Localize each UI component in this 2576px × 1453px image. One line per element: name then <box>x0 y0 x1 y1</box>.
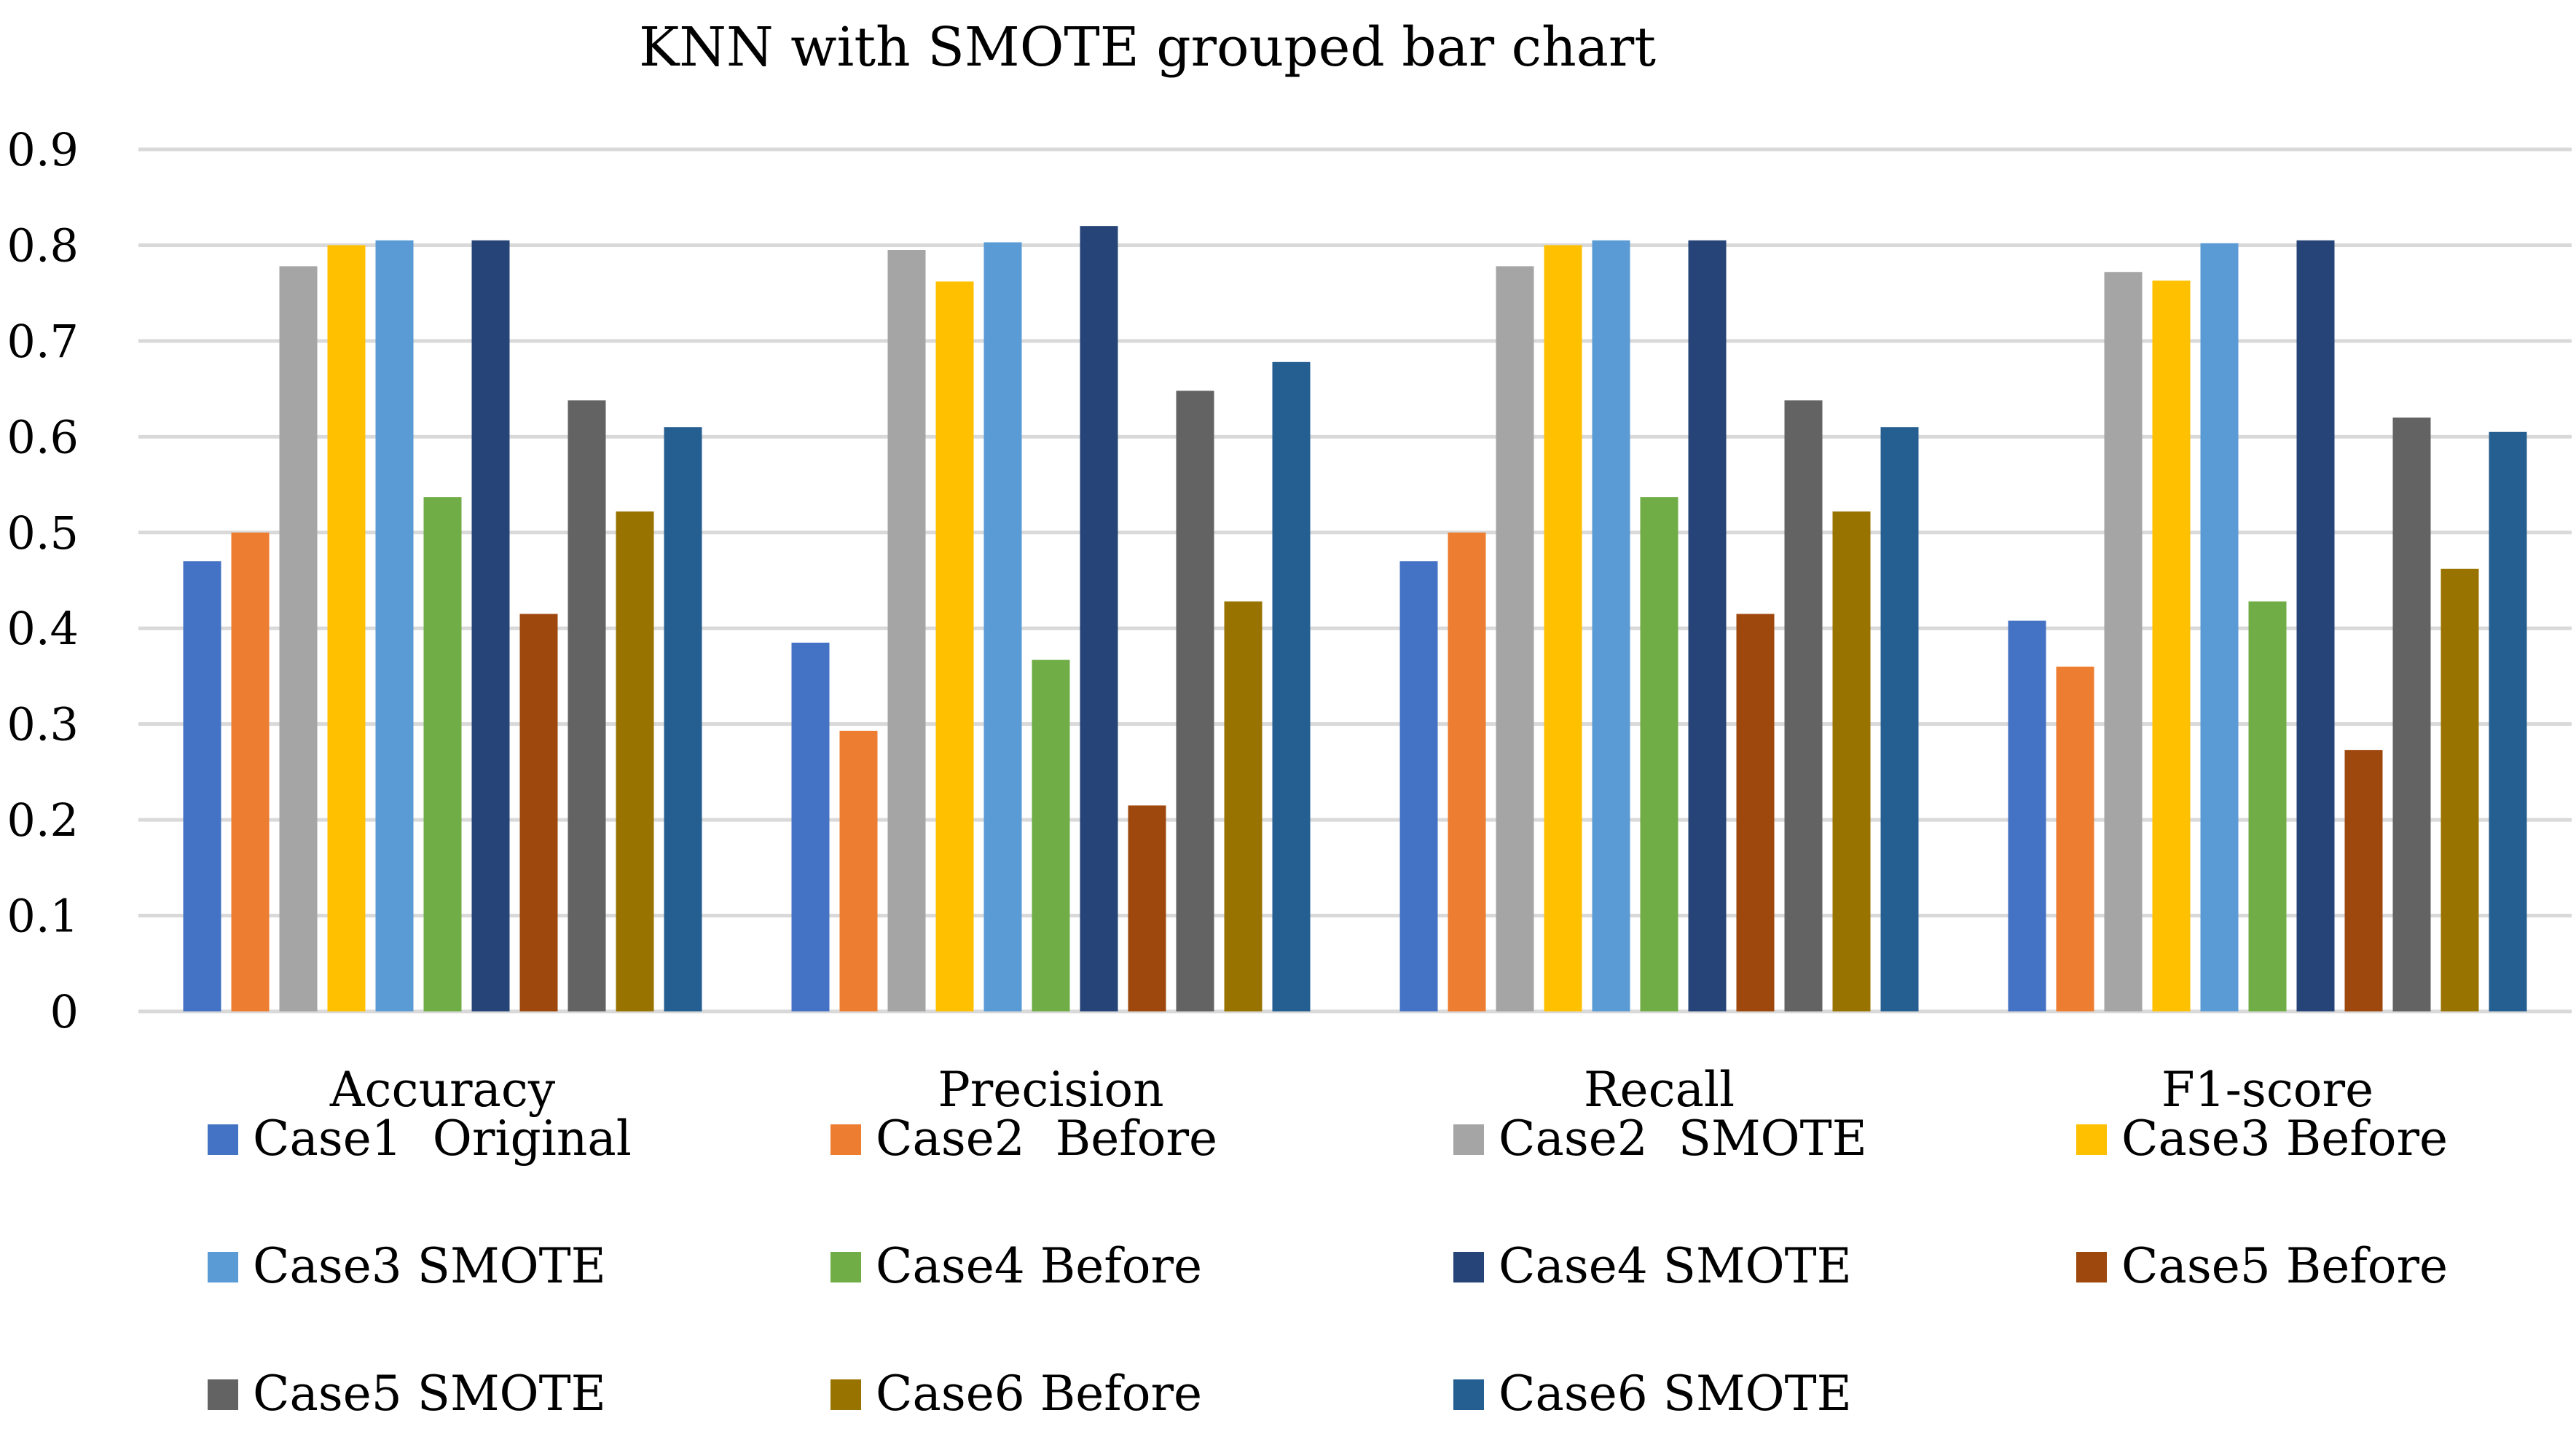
bar <box>935 281 974 1012</box>
y-tick-label: 0.7 <box>7 315 79 368</box>
y-tick-label: 0.2 <box>7 794 79 847</box>
legend-swatch <box>2076 1252 2107 1282</box>
bar <box>839 730 878 1011</box>
bar <box>231 532 270 1011</box>
x-tick-label: Recall <box>1584 1062 1735 1118</box>
y-tick-label: 0.1 <box>7 890 79 943</box>
bar <box>1399 561 1438 1011</box>
bar <box>1176 391 1214 1011</box>
bar <box>2056 666 2094 1011</box>
legend-label: Case6 SMOTE <box>1499 1366 1852 1422</box>
legend-label: Case5 Before <box>2121 1238 2448 1294</box>
bar <box>1736 614 1775 1011</box>
x-tick-label: Precision <box>938 1062 1163 1118</box>
bar <box>791 642 830 1011</box>
legend-label: Case2 SMOTE <box>1499 1111 1867 1167</box>
bar <box>1448 532 1486 1011</box>
legend-swatch <box>830 1252 861 1282</box>
bar <box>1272 361 1311 1012</box>
y-tick-label: 0.8 <box>7 219 79 272</box>
y-tick-label: 0 <box>50 985 79 1038</box>
legend-label: Case1 Original <box>253 1111 632 1167</box>
y-tick-label: 0.4 <box>7 602 79 655</box>
legend-swatch <box>208 1252 238 1282</box>
y-axis: 0 0.1 0.2 0.3 0.4 0.5 0.6 0.7 0.8 0.9 <box>7 123 79 1038</box>
legend-swatch <box>1453 1124 1484 1155</box>
bar <box>887 250 926 1012</box>
bar <box>471 240 510 1012</box>
legend-swatch <box>830 1124 861 1155</box>
bar <box>1880 427 1919 1011</box>
bar <box>2104 272 2143 1011</box>
legend-swatch <box>2076 1124 2107 1155</box>
bar <box>1640 497 1678 1011</box>
bar <box>423 497 462 1011</box>
legend-swatch <box>830 1379 861 1410</box>
legend-label: Case4 Before <box>876 1238 1202 1294</box>
bar <box>1080 226 1118 1012</box>
bar <box>616 511 654 1011</box>
chart-title: KNN with SMOTE grouped bar chart <box>639 16 1656 79</box>
legend-label: Case2 Before <box>876 1111 1217 1167</box>
x-tick-label: F1-score <box>2161 1062 2373 1118</box>
bar <box>1032 659 1070 1011</box>
bar <box>327 245 366 1011</box>
bar <box>519 614 558 1011</box>
bar <box>664 427 702 1011</box>
legend-label: Case3 SMOTE <box>253 1238 606 1294</box>
bar <box>983 242 1022 1011</box>
bar <box>1688 240 1727 1012</box>
legend-label: Case3 Before <box>2121 1111 2448 1167</box>
legend-swatch <box>1453 1379 1484 1410</box>
x-tick-label: Accuracy <box>329 1062 556 1118</box>
legend-label: Case5 SMOTE <box>253 1366 606 1422</box>
bar <box>279 266 318 1012</box>
bar <box>1832 511 1871 1011</box>
bar <box>375 240 414 1012</box>
legend-swatch <box>208 1124 238 1155</box>
legend: Case1 Original Case2 Before Case2 SMOTE Cas… <box>208 1111 2448 1422</box>
bar <box>2440 568 2479 1011</box>
bars <box>183 226 2527 1012</box>
bar <box>1128 805 1166 1011</box>
bar <box>1592 240 1630 1012</box>
bar <box>183 561 221 1011</box>
bar <box>568 400 606 1011</box>
bar <box>2392 418 2431 1011</box>
bar <box>2489 431 2527 1011</box>
bar <box>1224 601 1263 1011</box>
bar <box>2008 620 2046 1011</box>
bar <box>1544 245 1582 1011</box>
bar <box>2344 750 2383 1011</box>
legend-swatch <box>208 1379 238 1410</box>
bar <box>2296 240 2335 1012</box>
legend-label: Case4 SMOTE <box>1499 1238 1852 1294</box>
x-axis: Accuracy Precision Recall F1-score <box>329 1062 2373 1118</box>
y-tick-label: 0.3 <box>7 698 79 751</box>
bar <box>2200 243 2239 1011</box>
y-tick-label: 0.9 <box>7 123 79 176</box>
legend-label: Case6 Before <box>876 1366 1202 1422</box>
bar <box>2248 601 2287 1011</box>
bar <box>2152 281 2191 1012</box>
bar <box>1784 400 1823 1011</box>
y-tick-label: 0.5 <box>7 506 79 560</box>
y-tick-label: 0.6 <box>7 410 79 463</box>
legend-swatch <box>1453 1252 1484 1282</box>
bar <box>1496 266 1534 1012</box>
